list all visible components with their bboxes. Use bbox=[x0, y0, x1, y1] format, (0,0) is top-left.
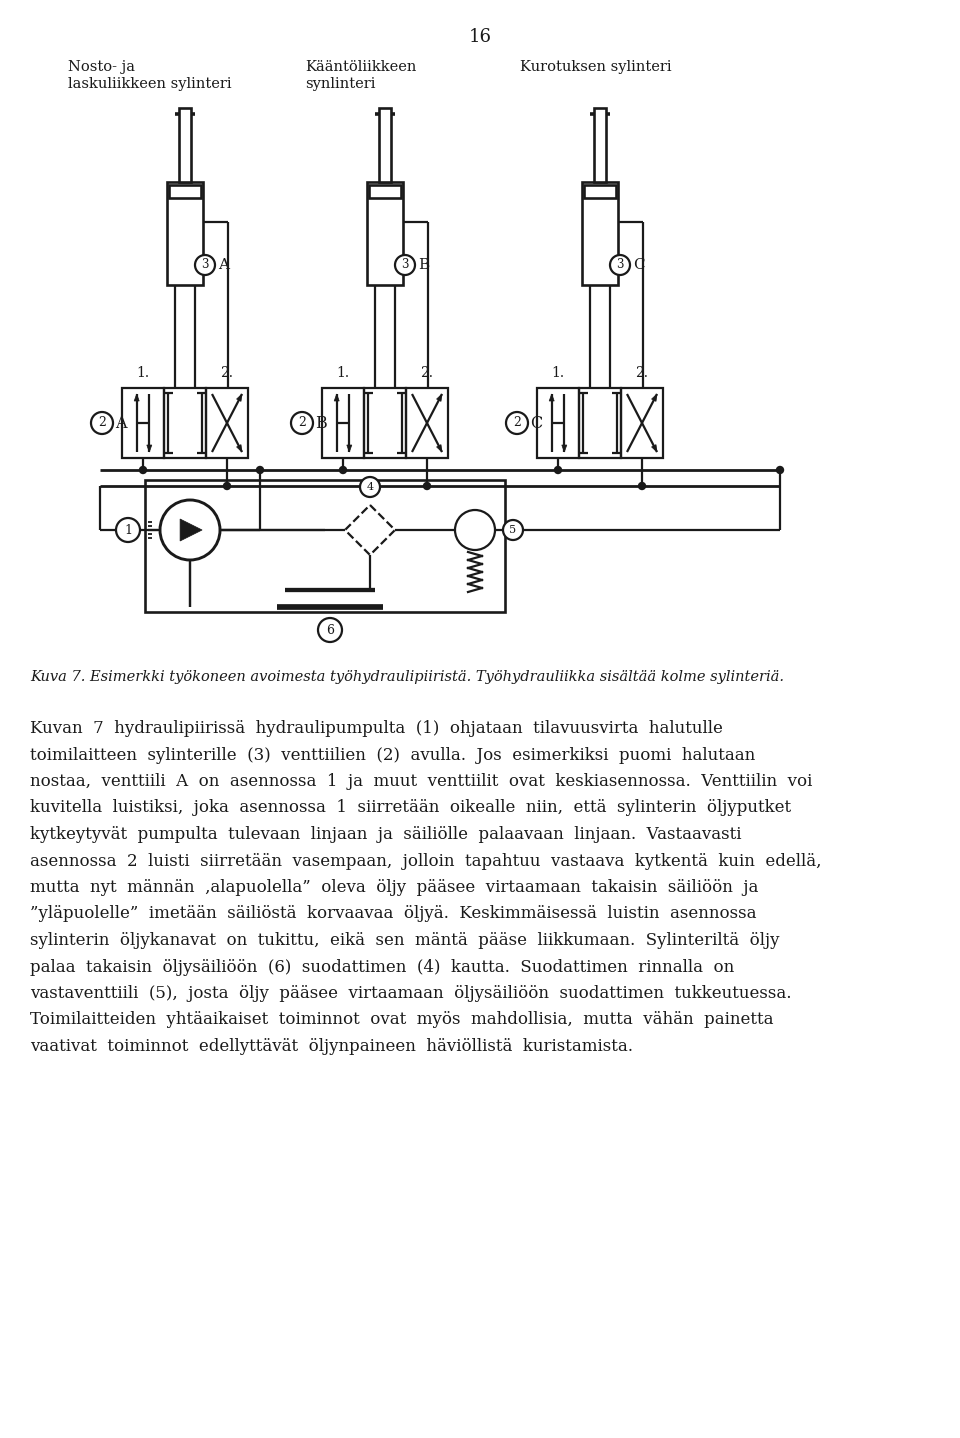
Text: 1.: 1. bbox=[136, 367, 150, 380]
Text: asennossa  2  luisti  siirretään  vasempaan,  jolloin  tapahtuu  vastaava  kytke: asennossa 2 luisti siirretään vasempaan,… bbox=[30, 853, 822, 870]
Text: 2: 2 bbox=[513, 417, 521, 430]
Bar bbox=[169, 186, 201, 198]
Text: B: B bbox=[315, 414, 326, 431]
Circle shape bbox=[318, 618, 342, 641]
Polygon shape bbox=[180, 519, 203, 541]
Polygon shape bbox=[437, 444, 442, 452]
Text: Kuva 7. Esimerkki työkoneen avoimesta työhydraulipiiristä. Työhydrauliikka sisäl: Kuva 7. Esimerkki työkoneen avoimesta ty… bbox=[30, 670, 784, 684]
Text: A: A bbox=[218, 257, 229, 272]
Circle shape bbox=[256, 466, 263, 473]
Polygon shape bbox=[147, 444, 152, 452]
Bar bbox=[206, 388, 248, 457]
Text: palaa  takaisin  öljysäiliöön  (6)  suodattimen  (4)  kautta.  Suodattimen  rinn: palaa takaisin öljysäiliöön (6) suodatti… bbox=[30, 959, 734, 975]
Text: 1: 1 bbox=[124, 523, 132, 536]
Polygon shape bbox=[549, 394, 554, 401]
Text: 3: 3 bbox=[401, 259, 409, 272]
Text: vastaventtiili  (5),  josta  öljy  pääsee  virtaamaan  öljysäiliöön  suodattimen: vastaventtiili (5), josta öljy pääsee vi… bbox=[30, 985, 791, 1002]
Circle shape bbox=[777, 466, 783, 473]
Circle shape bbox=[360, 477, 380, 498]
Text: Kuvan  7  hydraulipiirissä  hydraulipumpulta  (1)  ohjataan  tilavuusvirta  halu: Kuvan 7 hydraulipiirissä hydraulipumpult… bbox=[30, 720, 723, 738]
Text: 1.: 1. bbox=[336, 367, 349, 380]
Text: 4: 4 bbox=[367, 482, 373, 492]
Bar bbox=[179, 108, 191, 183]
Text: 3: 3 bbox=[616, 259, 624, 272]
Bar bbox=[621, 388, 663, 457]
Text: 2: 2 bbox=[298, 417, 306, 430]
Text: 1.: 1. bbox=[551, 367, 564, 380]
Circle shape bbox=[610, 255, 630, 275]
Text: mutta  nyt  männän  ‚alapuolella”  oleva  öljy  pääsee  virtaamaan  takaisin  sä: mutta nyt männän ‚alapuolella” oleva ölj… bbox=[30, 879, 758, 896]
Bar bbox=[594, 108, 606, 183]
Circle shape bbox=[555, 466, 562, 473]
Circle shape bbox=[91, 413, 113, 434]
Polygon shape bbox=[334, 394, 339, 401]
Circle shape bbox=[139, 466, 147, 473]
Bar bbox=[579, 388, 621, 457]
Polygon shape bbox=[236, 394, 242, 401]
Circle shape bbox=[423, 483, 430, 489]
Text: B: B bbox=[418, 257, 429, 272]
Circle shape bbox=[291, 413, 313, 434]
Text: 2.: 2. bbox=[636, 367, 649, 380]
Circle shape bbox=[455, 510, 495, 549]
Text: C: C bbox=[633, 257, 644, 272]
Polygon shape bbox=[562, 444, 566, 452]
Text: vaativat  toiminnot  edellyttävät  öljynpaineen  häviöllistä  kuristamista.: vaativat toiminnot edellyttävät öljynpai… bbox=[30, 1038, 633, 1055]
Bar bbox=[164, 388, 206, 457]
Text: 16: 16 bbox=[468, 27, 492, 46]
Polygon shape bbox=[134, 394, 139, 401]
Text: A: A bbox=[115, 414, 127, 431]
Polygon shape bbox=[236, 444, 242, 452]
Text: 5: 5 bbox=[510, 525, 516, 535]
Circle shape bbox=[340, 466, 347, 473]
Text: 2.: 2. bbox=[420, 367, 434, 380]
Bar bbox=[145, 480, 505, 613]
Circle shape bbox=[506, 413, 528, 434]
Bar bbox=[406, 388, 448, 457]
Text: ”yläpuolelle”  imetään  säiliöstä  korvaavaa  öljyä.  Keskimmäisessä  luistin  a: ”yläpuolelle” imetään säiliöstä korvaava… bbox=[30, 906, 756, 923]
Polygon shape bbox=[652, 444, 657, 452]
Circle shape bbox=[395, 255, 415, 275]
Text: Kääntöliikkeen
synlinteri: Kääntöliikkeen synlinteri bbox=[305, 60, 417, 91]
Text: 6: 6 bbox=[326, 624, 334, 637]
Circle shape bbox=[195, 255, 215, 275]
Text: kytkeytyvät  pumpulta  tulevaan  linjaan  ja  säiliölle  palaavaan  linjaan.  Va: kytkeytyvät pumpulta tulevaan linjaan ja… bbox=[30, 825, 741, 843]
Bar bbox=[367, 183, 403, 285]
Circle shape bbox=[638, 483, 645, 489]
Text: Kurotuksen sylinteri: Kurotuksen sylinteri bbox=[520, 60, 672, 73]
Text: 2.: 2. bbox=[221, 367, 233, 380]
Polygon shape bbox=[437, 394, 442, 401]
Circle shape bbox=[116, 518, 140, 542]
Text: nostaa,  venttiili  A  on  asennossa  1  ja  muut  venttiilit  ovat  keskiasenno: nostaa, venttiili A on asennossa 1 ja mu… bbox=[30, 774, 812, 789]
Text: C: C bbox=[530, 414, 542, 431]
Bar bbox=[364, 388, 406, 457]
Bar bbox=[582, 183, 618, 285]
Bar bbox=[537, 388, 579, 457]
Text: toimilaitteen  sylinterille  (3)  venttiilien  (2)  avulla.  Jos  esimerkiksi  p: toimilaitteen sylinterille (3) venttiili… bbox=[30, 746, 756, 764]
Bar bbox=[167, 183, 203, 285]
Circle shape bbox=[224, 483, 230, 489]
Circle shape bbox=[503, 521, 523, 541]
Bar bbox=[122, 388, 164, 457]
Bar bbox=[322, 388, 364, 457]
Bar bbox=[584, 186, 616, 198]
Text: sylinterin  öljykanavat  on  tukittu,  eikä  sen  mäntä  pääse  liikkumaan.  Syl: sylinterin öljykanavat on tukittu, eikä … bbox=[30, 932, 780, 949]
Text: 2: 2 bbox=[98, 417, 106, 430]
Text: Toimilaitteiden  yhtäaikaiset  toiminnot  ovat  myös  mahdollisia,  mutta  vähän: Toimilaitteiden yhtäaikaiset toiminnot o… bbox=[30, 1011, 774, 1028]
Polygon shape bbox=[347, 444, 351, 452]
Polygon shape bbox=[652, 394, 657, 401]
Circle shape bbox=[160, 500, 220, 559]
Bar bbox=[369, 186, 401, 198]
Bar bbox=[379, 108, 391, 183]
Text: kuvitella  luistiksi,  joka  asennossa  1  siirretään  oikealle  niin,  että  sy: kuvitella luistiksi, joka asennossa 1 si… bbox=[30, 800, 791, 817]
Text: 3: 3 bbox=[202, 259, 208, 272]
Text: Nosto- ja
laskuliikkeen sylinteri: Nosto- ja laskuliikkeen sylinteri bbox=[68, 60, 231, 91]
